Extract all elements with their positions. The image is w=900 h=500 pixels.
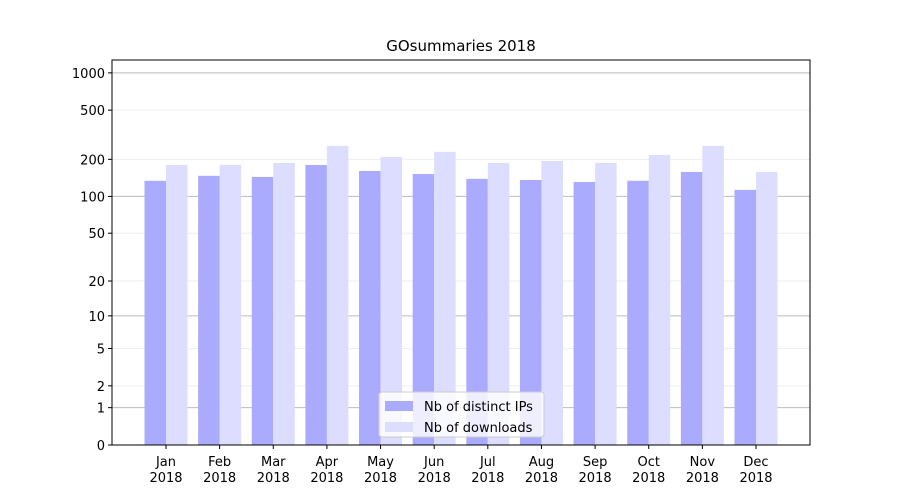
bar [434,151,456,445]
bar [702,145,724,445]
x-tick-label-line: Jun [423,455,444,470]
x-tick-label: Feb 2018 [203,455,236,486]
x-tick-label-line: 2018 [739,471,772,486]
bar [573,181,596,445]
x-tick-label-line: Sep [583,455,608,470]
x-tick-label-line: 2018 [310,471,343,486]
x-tick-label-line: Oct [637,455,659,470]
y-tick-label: 20 [88,275,105,290]
bar [541,160,563,446]
x-tick-label: Dec 2018 [739,455,772,486]
legend-box [378,391,545,438]
x-tick-label-line: May [367,455,394,470]
y-tick-label: 10 [88,310,105,325]
x-tick-label: Jul 2018 [471,455,504,486]
x-tick-label: Nov 2018 [686,455,719,486]
bar [595,162,617,445]
x-tick-label-line: Dec [743,455,768,470]
x-tick-label: Apr 2018 [310,455,343,486]
axes-frame [111,59,811,446]
x-tick-label-line: Nov [690,455,716,470]
x-tick-label: Jun 2018 [418,455,451,486]
y-tick-label: 1 [97,402,105,417]
x-tick-label-line: 2018 [579,471,612,486]
bar [219,164,242,445]
x-tick-label: May 2018 [364,455,397,486]
bar [412,174,435,445]
x-tick-label-line: 2018 [203,471,236,486]
bar [648,154,671,445]
y-tick-label: 100 [80,190,105,205]
x-tick-label: Oct 2018 [632,455,665,486]
x-tick-label-line: 2018 [257,471,290,486]
x-tick-label-line: 2018 [632,471,665,486]
x-tick-label-line: 2018 [471,471,504,486]
x-tick-label-line: Mar [261,455,286,470]
y-tick-label: 50 [88,227,105,242]
y-tick-label: 5 [97,342,105,357]
y-tick-label: 1000 [72,67,105,82]
chart-title: GOsummaries 2018 [386,37,536,55]
bar [466,178,488,446]
legend-swatch [385,422,413,432]
bar [734,189,756,445]
bar [380,156,403,445]
bar [326,145,349,445]
bar [251,176,274,445]
bar [198,175,220,445]
x-tick-label-line: 2018 [149,471,182,486]
bar [680,171,703,445]
bar [359,170,381,445]
bar [519,179,542,445]
bar [627,180,649,445]
x-tick-label: Jan 2018 [149,455,182,486]
x-tick-label-line: 2018 [686,471,719,486]
legend-label: Nb of distinct IPs [424,400,533,415]
x-tick-label: Mar 2018 [257,455,290,486]
bar [756,171,778,445]
bar [305,164,327,445]
x-tick-label-line: Jul [479,455,496,470]
y-tick-label: 0 [97,439,105,454]
x-tick-label-line: Feb [208,455,231,470]
y-tick-label: 500 [80,104,105,119]
legend-label: Nb of downloads [424,421,533,436]
y-tick-label: 2 [97,380,105,395]
x-tick-label-line: 2018 [525,471,558,486]
bar [144,180,166,445]
x-tick-label-line: Jan [155,455,176,470]
bar [166,164,188,445]
x-tick-label: Sep 2018 [579,455,612,486]
x-tick-label-line: 2018 [364,471,397,486]
y-tick-label: 200 [80,153,105,168]
x-tick-label-line: Apr [316,455,339,470]
x-tick-label-line: Aug [529,455,554,470]
x-tick-label: Aug 2018 [525,455,558,486]
legend-swatch [385,401,413,411]
bar [273,162,295,445]
bar [487,162,510,445]
x-tick-label-line: 2018 [418,471,451,486]
